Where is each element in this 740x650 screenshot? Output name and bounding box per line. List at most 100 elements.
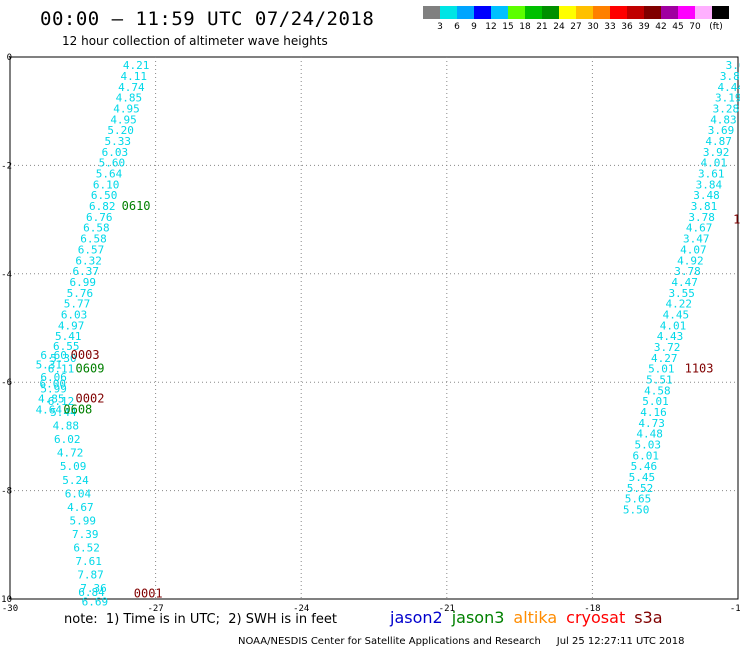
wave-height-label: 5.03 — [634, 439, 661, 452]
legend-entry-s3a: s3a — [634, 608, 663, 627]
wave-height-label: 4.11 — [121, 70, 148, 83]
wave-height-label: 3.78 — [688, 211, 715, 224]
pass-time-label: 0003 — [71, 348, 100, 362]
wave-height-label: 5.44 — [50, 406, 77, 419]
colorbar-swatch — [423, 6, 440, 19]
colorbar-swatch — [542, 6, 559, 19]
y-tick-label: -8 — [1, 487, 12, 497]
colorbar-swatch — [440, 6, 457, 19]
wave-height-label: 6.32 — [75, 254, 102, 267]
colorbar-swatch — [525, 6, 542, 19]
wave-height-label: 5.60 — [99, 157, 126, 170]
colorbar-tick-label: 9 — [471, 22, 477, 32]
colorbar-swatch — [644, 6, 661, 19]
wave-height-label: 6.12 — [48, 395, 75, 408]
y-tick-label: -6 — [1, 378, 12, 388]
wave-height-label: 5.20 — [107, 124, 134, 137]
wave-height-label: 3.48 — [693, 189, 720, 202]
colorbar-tick-label: 18 — [519, 22, 531, 32]
colorbar-swatch — [576, 6, 593, 19]
wave-height-label: 4.16 — [640, 406, 667, 419]
wave-height-label: 5.01 — [642, 395, 669, 408]
wave-height-label: 7.39 — [72, 528, 99, 541]
x-tick-label: -24 — [293, 604, 309, 614]
colorbar-swatch — [712, 6, 729, 19]
wave-height-label: 4.47 — [671, 276, 698, 289]
wave-height-label: 3.81 — [691, 200, 718, 213]
colorbar-tick-label: 30 — [587, 22, 599, 32]
wave-height-label: 3.69 — [708, 124, 735, 137]
wave-height-label: 4.48 — [636, 428, 663, 441]
wave-height-label: 6.37 — [72, 265, 99, 278]
colorbar-tick-label: 24 — [553, 22, 565, 32]
wave-height-label: 3.61 — [698, 168, 725, 181]
wave-height-label: 3.19 — [715, 92, 740, 105]
wave-height-label: 3.55 — [668, 287, 695, 300]
colorbar-tick-label: 6 — [454, 22, 460, 32]
colorbar-swatch — [559, 6, 576, 19]
pass-time-label: 0001 — [134, 587, 163, 601]
wave-height-label: 6.69 — [82, 596, 109, 609]
wave-height-label: 6.82 — [89, 200, 116, 213]
wave-height-label: 6.50 — [91, 189, 118, 202]
satellite-legend: jason2 jason3 altika cryosat s3a — [390, 608, 672, 627]
wave-height-label: 3.47 — [683, 233, 710, 246]
wave-height-label: 6.04 — [65, 487, 92, 500]
wave-height-label: 4.73 — [638, 417, 665, 430]
wave-height-label: 6.06 — [40, 371, 67, 384]
colorbar-swatch — [678, 6, 695, 19]
wave-height-label: 4.95 — [113, 102, 140, 115]
wave-height-label: 3.28 — [713, 102, 740, 115]
colorbar-tick-label: 39 — [638, 22, 650, 32]
wave-height-label: 6.84 — [78, 586, 105, 599]
wave-height-label: 3.84 — [696, 178, 723, 191]
wave-height-label: 4.67 — [686, 222, 713, 235]
wave-height-label: 6.58 — [80, 233, 107, 246]
wave-height-label: 4.01 — [660, 319, 687, 332]
y-tick-label: -10 — [0, 595, 12, 605]
wave-height-label: 5.33 — [104, 135, 131, 148]
wave-height-label: 7.36 — [80, 582, 107, 595]
wave-height-label: 5.51 — [646, 373, 673, 386]
wave-height-label: 5.45 — [629, 471, 656, 484]
wave-height-label: 4.07 — [680, 243, 707, 256]
wave-height-label: 6.02 — [54, 433, 81, 446]
wave-height-label: 3.92 — [703, 146, 730, 159]
wave-height-label: 4.95 — [110, 113, 137, 126]
wave-height-label: 5.52 — [627, 482, 654, 495]
colorbar-swatch — [593, 6, 610, 19]
legend-entry-altika: altika — [513, 608, 558, 627]
x-tick-label: -15 — [730, 604, 740, 614]
wave-height-label: 6.03 — [61, 308, 88, 321]
wave-height-label: 6.55 — [53, 340, 80, 353]
wave-height-label: 4.97 — [58, 319, 85, 332]
colorbar-tick-label: 3 — [437, 22, 443, 32]
wave-height-label: 5.50 — [623, 504, 650, 517]
wave-height-label: 3.78 — [674, 265, 701, 278]
wave-height-label: 5.76 — [67, 287, 94, 300]
colorbar-tick-label: 36 — [621, 22, 633, 32]
legend-entry-cryosat: cryosat — [566, 608, 626, 627]
pass-time-label: 11 — [733, 213, 740, 227]
colorbar-swatch — [610, 6, 627, 19]
wave-height-label: 4.87 — [705, 135, 732, 148]
wave-height-label: 6.52 — [73, 542, 100, 555]
wave-height-label: 4.58 — [644, 384, 671, 397]
colorbar-tick-label: 33 — [604, 22, 616, 32]
pass-time-label: 0608 — [63, 402, 92, 416]
wave-height-label: 4.67 — [67, 501, 94, 514]
wave-height-colorbar — [423, 6, 729, 20]
wave-height-label: 4.64 — [36, 403, 63, 416]
wave-height-label: 5.65 — [625, 493, 652, 506]
y-tick-label: -2 — [1, 161, 12, 171]
wave-height-label: 6.99 — [70, 276, 97, 289]
x-tick-label: -18 — [584, 604, 600, 614]
wave-height-label: 4.27 — [651, 352, 678, 365]
colorbar-swatch — [661, 6, 678, 19]
wave-height-label: 4.72 — [57, 447, 84, 460]
credit-footer: NOAA/NESDIS Center for Satellite Applica… — [238, 636, 685, 647]
x-tick-label: -21 — [439, 604, 455, 614]
wave-height-label: 4.45 — [663, 308, 690, 321]
wave-height-label: 6.03 — [102, 146, 129, 159]
wave-height-label: 3.72 — [654, 341, 681, 354]
